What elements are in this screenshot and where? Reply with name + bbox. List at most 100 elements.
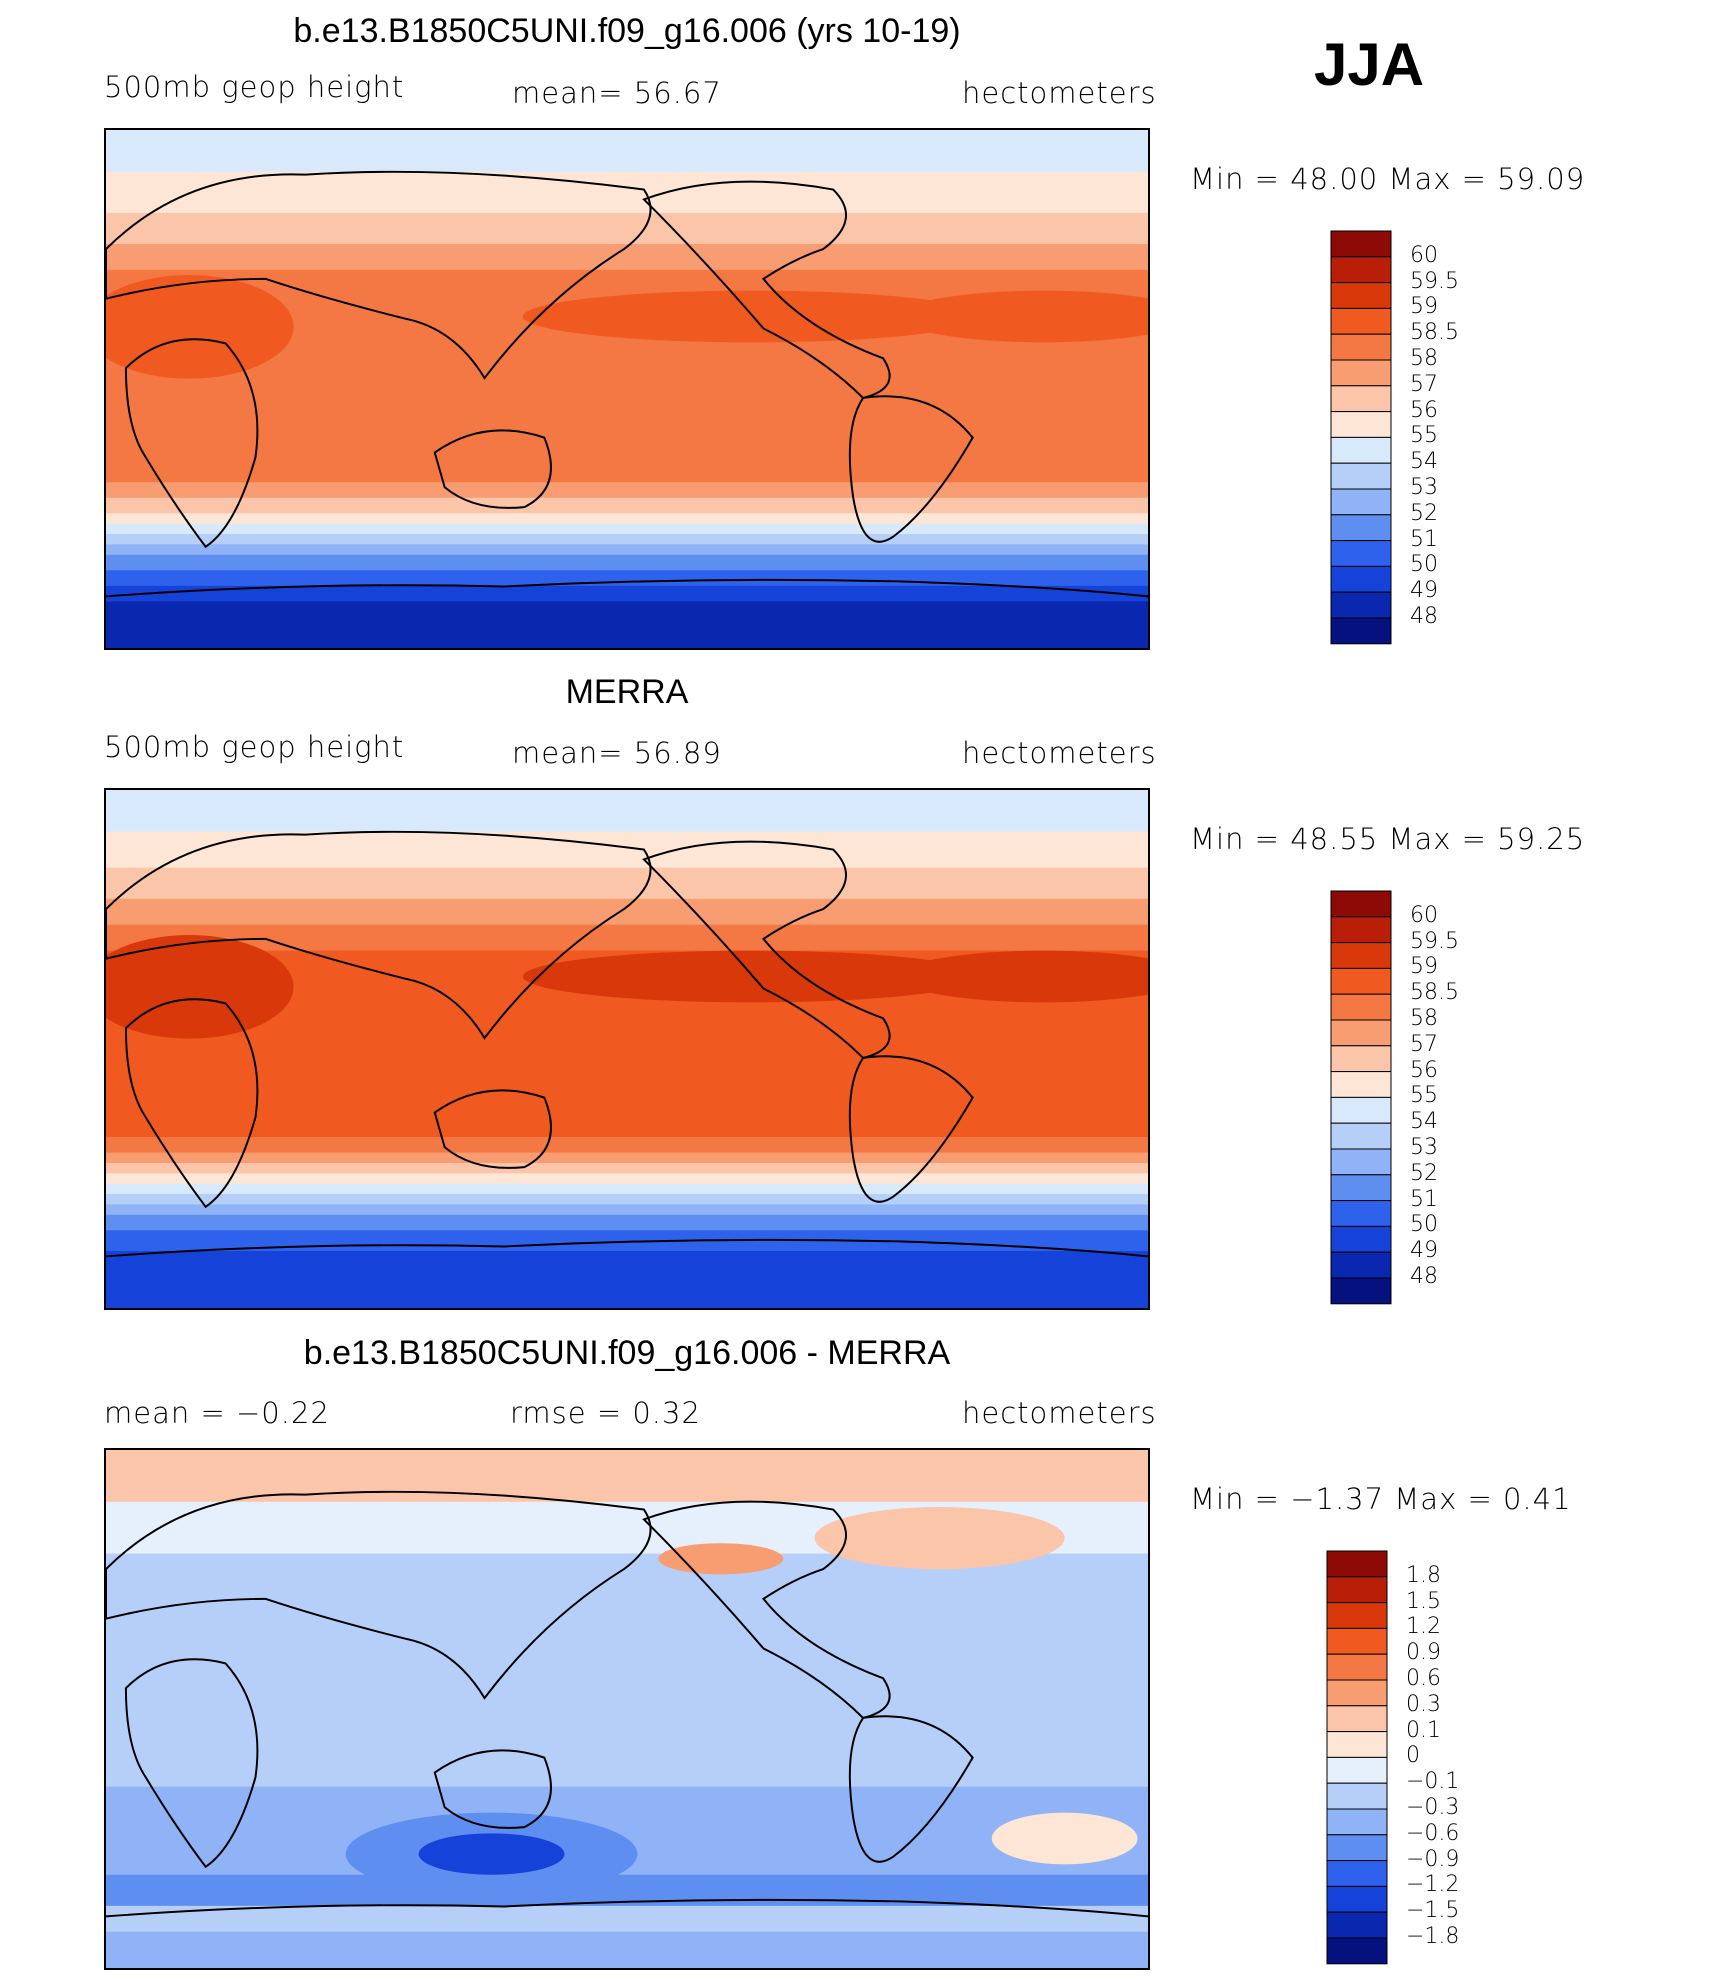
coastline	[848, 1715, 974, 1863]
colorbar-level-label: 54	[1410, 1109, 1438, 1135]
colorbar-swatch	[1330, 967, 1392, 995]
colorbar-level-label: 59	[1410, 954, 1438, 980]
colorbar-level-label: 1.5	[1406, 1588, 1441, 1614]
contour-band	[106, 601, 1148, 648]
coastline	[642, 180, 891, 400]
colorbar-level-label: 1.2	[1406, 1614, 1441, 1640]
colorbar-swatch	[1330, 282, 1392, 309]
colorbar-level-label: 59.5	[1410, 268, 1459, 294]
contour-band	[106, 1173, 1148, 1185]
contour-band	[106, 544, 1148, 556]
coastline	[124, 338, 259, 549]
map-field	[106, 130, 1148, 648]
colorbar-level-label: 1.8	[1406, 1562, 1441, 1588]
coastline	[848, 395, 974, 543]
anomaly-cell	[814, 1506, 1065, 1570]
contour-band	[106, 1152, 1148, 1164]
panel-1-colorbar: 60 59.5 59 58.5 58 57 56 55 54 53 52 51 50 49 48	[1330, 230, 1510, 652]
colorbar-swatch	[1330, 256, 1392, 284]
contour-band	[106, 1194, 1148, 1206]
coastline	[642, 840, 891, 1060]
colorbar-swatch	[1330, 565, 1392, 593]
colorbar-swatch	[1326, 1576, 1388, 1604]
contour-band	[106, 171, 1148, 214]
panel-3-rmse-label: rmse = 0.32	[510, 1396, 701, 1430]
colorbar-level-label: 0.6	[1406, 1666, 1441, 1691]
colorbar-level-label: 49	[1410, 1238, 1438, 1264]
coastline	[106, 578, 1148, 598]
contour-band	[106, 497, 1148, 515]
panel-2-mean-label: mean= 56.89	[512, 736, 722, 770]
contour-band	[106, 523, 1148, 536]
coastline	[124, 998, 259, 1209]
panel-3-mean-label: mean = −0.22	[104, 1396, 330, 1430]
colorbar-swatch	[1330, 540, 1392, 567]
anomaly-cell	[991, 1812, 1138, 1865]
colorbar-swatch	[1330, 1225, 1392, 1253]
panel-2-map	[104, 788, 1150, 1310]
colorbar-swatch	[1330, 1174, 1392, 1202]
contour-band	[106, 554, 1148, 572]
colorbar-swatch	[1330, 307, 1392, 335]
colorbar-level-label: 51	[1410, 526, 1438, 552]
colorbar-level-label: 53	[1410, 475, 1438, 500]
colorbar-level-label: 57	[1410, 1031, 1438, 1057]
coastline	[106, 830, 652, 1040]
panel-1-units-label: hectometers	[962, 76, 1157, 110]
colorbar-level-label: 50	[1410, 552, 1438, 578]
coastline	[106, 1490, 652, 1700]
colorbar-level-label: 53	[1410, 1135, 1438, 1160]
colorbar-swatch	[1330, 488, 1392, 516]
colorbar-level-label: −0.3	[1406, 1795, 1460, 1820]
colorbar-swatch	[1330, 385, 1392, 413]
map-field	[106, 790, 1148, 1308]
panel-2-units-label: hectometers	[962, 736, 1157, 770]
contour-band	[106, 1251, 1148, 1308]
panel-2-variable-label: 500mb geop height	[104, 730, 405, 764]
colorbar-swatch	[1326, 1782, 1388, 1810]
colorbar-level-label: 58	[1410, 346, 1438, 371]
colorbar-level-label: −0.1	[1406, 1769, 1460, 1795]
colorbar-swatch	[1326, 1627, 1388, 1655]
colorbar-swatch	[1330, 591, 1392, 619]
colorbar-level-label: 52	[1410, 1160, 1438, 1186]
colorbar-svg	[1330, 890, 1392, 1305]
colorbar-level-label: 60	[1410, 902, 1438, 928]
contour-band	[106, 570, 1148, 587]
contour-band	[106, 212, 1148, 245]
colorbar-swatch	[1326, 1731, 1388, 1758]
colorbar-swatch	[1330, 1071, 1392, 1098]
colorbar-level-label: 60	[1410, 242, 1438, 268]
colorbar-swatch	[1330, 942, 1392, 969]
colorbar-swatch	[1330, 1200, 1392, 1227]
coastline	[848, 1055, 974, 1203]
colorbar-level-label: 48	[1410, 604, 1438, 629]
colorbar-swatch	[1326, 1602, 1388, 1629]
contour-band	[106, 585, 1148, 603]
contour-band	[106, 1905, 1148, 1933]
colorbar-swatch	[1326, 1911, 1388, 1939]
colorbar-swatch	[1330, 1148, 1392, 1176]
contour-band	[106, 831, 1148, 869]
colorbar-swatch	[1326, 1705, 1388, 1733]
contour-band	[106, 790, 1148, 833]
contour-band	[106, 482, 1148, 499]
colorbar-swatch	[1326, 1834, 1388, 1862]
colorbar-swatch	[1330, 1096, 1392, 1124]
colorbar-swatch	[1330, 1251, 1392, 1279]
colorbar-level-label: 0.1	[1406, 1717, 1441, 1743]
colorbar-swatch	[1330, 1019, 1392, 1047]
panel-1-map	[104, 128, 1150, 650]
contour-band	[106, 534, 1148, 546]
panel-1-mean-label: mean= 56.67	[512, 76, 722, 110]
contour-band	[106, 1162, 1148, 1175]
anomaly-cell	[418, 1833, 565, 1875]
colorbar-level-label: 48	[1410, 1264, 1438, 1289]
high-pressure-cell	[106, 275, 294, 379]
colorbar-swatch	[1330, 359, 1392, 387]
contour-band	[106, 924, 1148, 952]
colorbar-level-label: 57	[1410, 371, 1438, 397]
colorbar-level-label: 58.5	[1410, 320, 1459, 346]
colorbar-level-label: 58	[1410, 1006, 1438, 1031]
panel-3-title: b.e13.B1850C5UNI.f09_g16.006 - MERRA	[303, 1334, 951, 1372]
